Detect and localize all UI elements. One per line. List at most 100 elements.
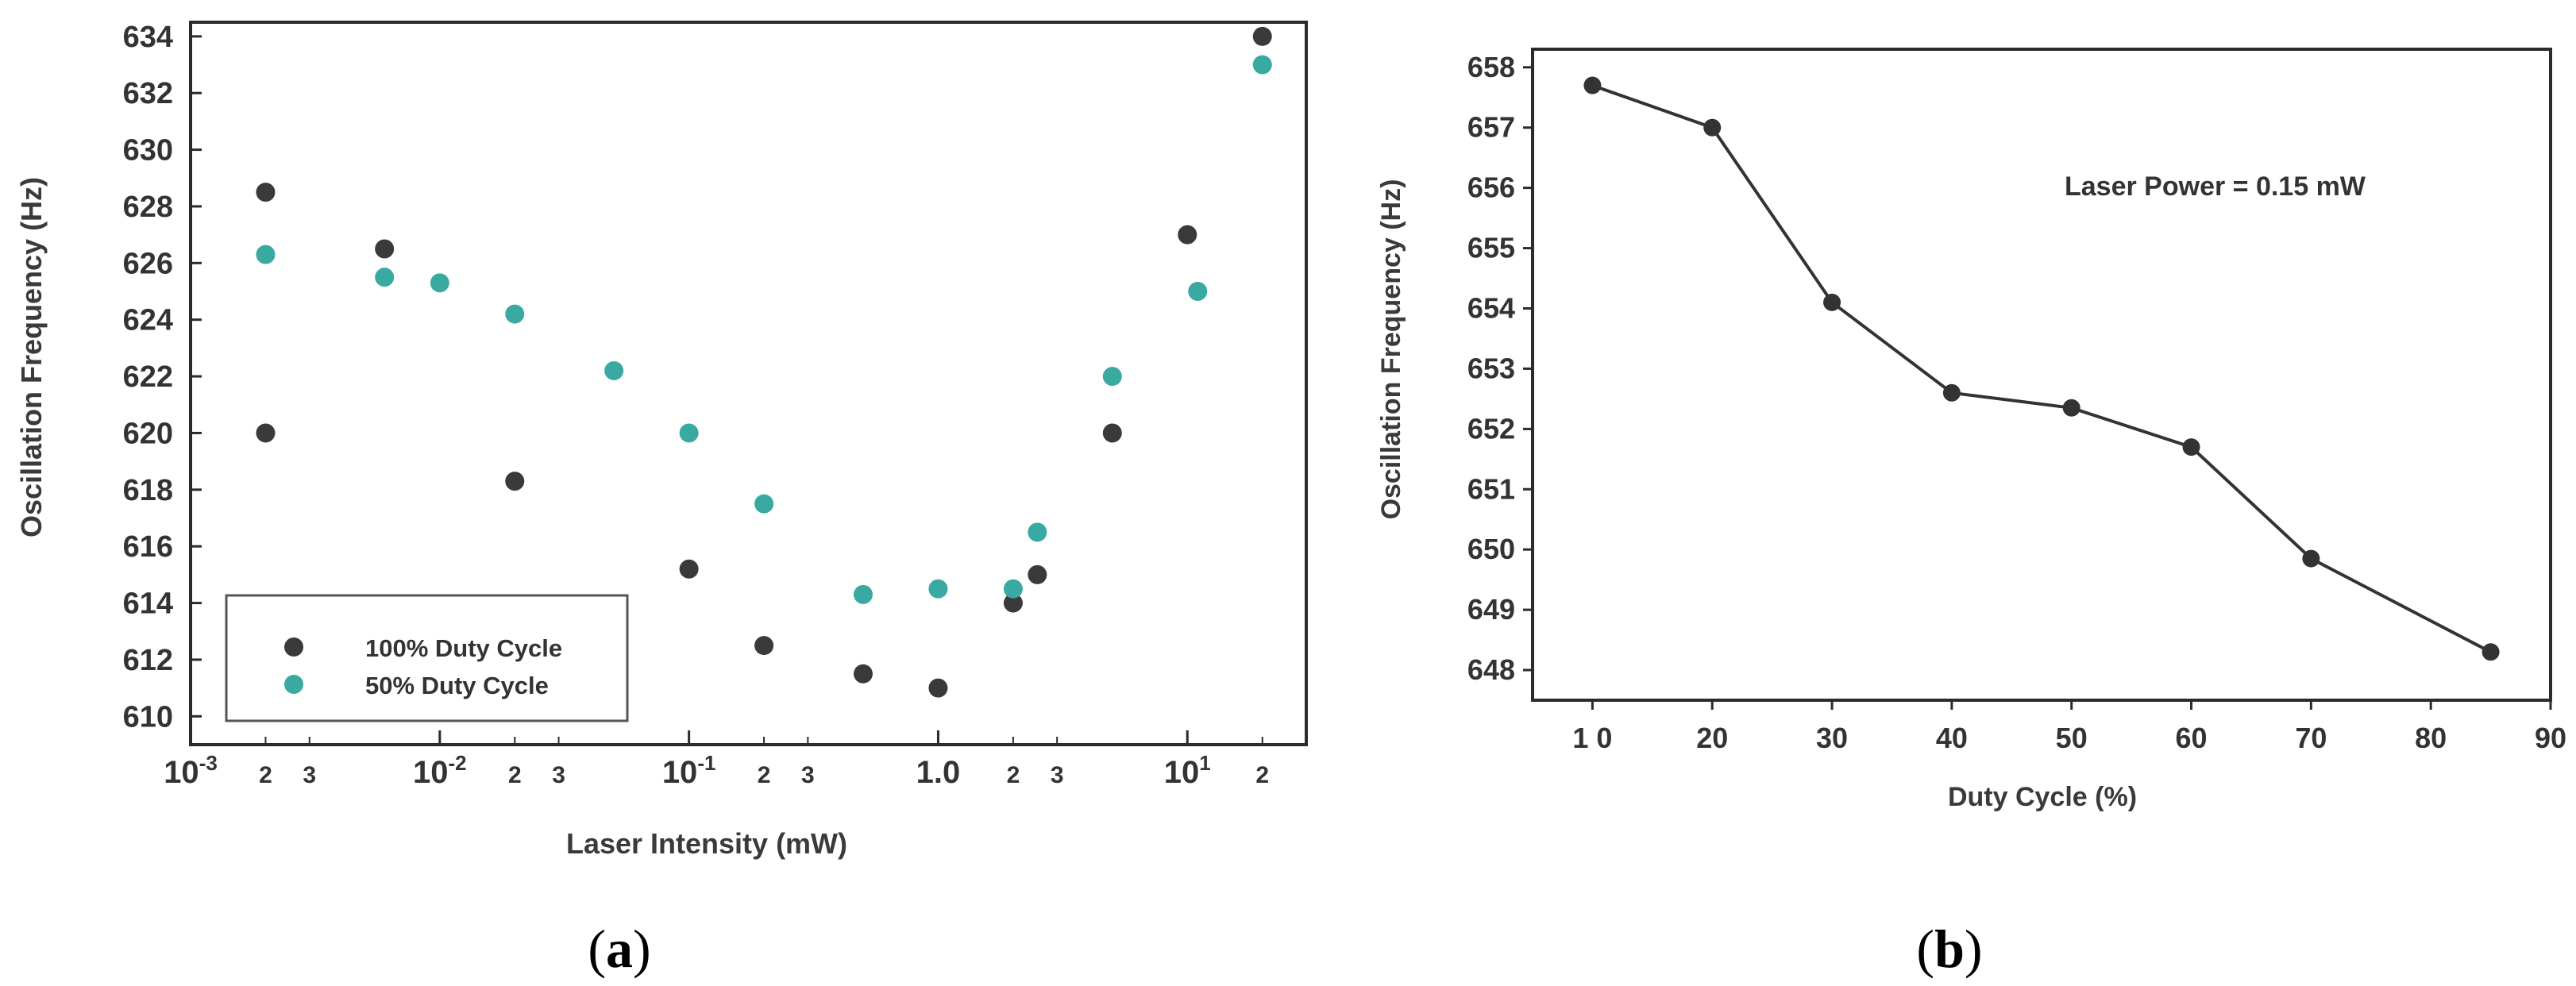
x-tick-label: 50 — [2056, 722, 2088, 754]
y-tick-label: 658 — [1467, 51, 1515, 83]
x-tick-label: 1.0 — [916, 755, 961, 790]
panel-a-y-axis-label: Oscillation Frequency (Hz) — [15, 177, 48, 537]
x-tick-label: 20 — [1696, 722, 1728, 754]
y-tick-label: 634 — [123, 21, 173, 54]
panel-b-points — [1583, 76, 2500, 661]
x-tick-label: 80 — [2415, 722, 2447, 754]
legend-label-50: 50% Duty Cycle — [365, 672, 549, 699]
panel-b-annotation: Laser Power = 0.15 mW — [2065, 171, 2366, 202]
x-tick-label: 1 0 — [1572, 722, 1612, 754]
panel-b-data-point — [1942, 383, 1961, 402]
panel-a-x-axis-label: Laser Intensity (mW) — [566, 827, 847, 860]
point-50-duty-cycle — [604, 360, 624, 380]
x-minor-tick-label: 3 — [801, 762, 815, 788]
point-100-duty-cycle — [1178, 225, 1197, 245]
x-tick-label: 90 — [2535, 722, 2566, 754]
panel-a-plot-frame — [189, 21, 1308, 746]
point-50-duty-cycle — [928, 579, 948, 599]
caption-b-letter: b — [1934, 919, 1965, 979]
x-tick-label: 30 — [1816, 722, 1848, 754]
x-minor-tick-label: 2 — [1007, 762, 1020, 788]
panel-b-x-axis-label: Duty Cycle (%) — [1948, 782, 2137, 812]
y-tick-label: 610 — [123, 700, 173, 734]
legend-label-100: 100% Duty Cycle — [365, 634, 562, 662]
x-tick-label: 70 — [2295, 722, 2327, 754]
panel-a-y-ticks: 610 612 614 616 618 620 622 624 626 628 630 632 634 — [123, 21, 202, 734]
point-100-duty-cycle — [1003, 593, 1023, 613]
y-tick-label: 655 — [1467, 232, 1515, 264]
x-tick-exponent: -3 — [199, 751, 218, 775]
y-tick-label: 656 — [1467, 171, 1515, 204]
point-50-duty-cycle — [1102, 367, 1122, 387]
panel-b-data-point — [2062, 399, 2080, 417]
point-50-duty-cycle — [430, 273, 449, 293]
point-100-duty-cycle — [256, 183, 276, 202]
point-100-duty-cycle — [1252, 26, 1272, 46]
x-tick-base: 10 — [413, 755, 449, 790]
y-tick-label: 657 — [1467, 111, 1515, 144]
panel-a-points — [256, 26, 1272, 698]
point-50-duty-cycle — [1252, 55, 1272, 75]
x-tick-exponent: -2 — [449, 751, 467, 775]
x-tick-label: 10-2 — [413, 751, 467, 790]
point-50-duty-cycle — [853, 584, 873, 604]
panel-b-caption: (b) — [1916, 919, 1982, 979]
y-tick-label: 632 — [123, 77, 173, 110]
x-tick-label: 60 — [2176, 722, 2208, 754]
panel-b-data-point — [1703, 118, 1722, 137]
point-50-duty-cycle — [754, 494, 774, 514]
y-tick-label: 616 — [123, 530, 173, 564]
point-100-duty-cycle — [1102, 423, 1122, 443]
y-tick-label: 624 — [123, 304, 173, 337]
y-tick-label: 622 — [123, 360, 173, 394]
point-50-duty-cycle — [679, 423, 699, 443]
x-minor-tick-label: 2 — [1255, 762, 1269, 788]
y-tick-label: 620 — [123, 417, 173, 450]
y-tick-label: 628 — [123, 191, 173, 224]
y-tick-label: 626 — [123, 247, 173, 280]
caption-b-open: ( — [1916, 919, 1934, 979]
legend-marker-50 — [284, 675, 303, 694]
x-tick-label: 101 — [1164, 751, 1211, 790]
y-tick-label: 649 — [1467, 593, 1515, 626]
y-tick-label: 612 — [123, 644, 173, 677]
point-100-duty-cycle — [754, 636, 774, 656]
x-tick-base: 10 — [1164, 755, 1200, 790]
y-tick-label: 618 — [123, 474, 173, 507]
x-tick-label: 10-3 — [164, 751, 218, 790]
panel-b-data-point — [1583, 76, 1602, 94]
x-tick-label: 10-1 — [662, 751, 716, 790]
y-tick-label: 650 — [1467, 533, 1515, 565]
caption-a-open: ( — [588, 919, 606, 979]
panel-b-chart: 648 649 650 651 652 653 654 655 656 657 658 1 0 20 3… — [1376, 48, 2566, 812]
caption-a-letter: a — [606, 919, 633, 979]
y-tick-label: 614 — [123, 587, 173, 621]
point-50-duty-cycle — [256, 245, 276, 264]
panel-b-series-line — [1591, 83, 2492, 654]
panel-a-caption: (a) — [588, 919, 650, 979]
x-tick-exponent: -1 — [697, 751, 715, 775]
panel-b-data-point — [2482, 643, 2500, 661]
point-100-duty-cycle — [928, 678, 948, 698]
panel-b-y-ticks: 648 649 650 651 652 653 654 655 656 657 658 — [1467, 51, 1533, 686]
panel-b-y-axis-label: Oscillation Frequency (Hz) — [1376, 179, 1406, 520]
caption-b-close: ) — [1965, 919, 1983, 979]
x-tick-label: 40 — [1936, 722, 1968, 754]
panel-b-x-ticks: 1 0 20 30 40 50 60 70 80 90 — [1572, 700, 2566, 754]
y-tick-label: 653 — [1467, 352, 1515, 384]
x-minor-tick-label: 2 — [508, 762, 522, 788]
x-minor-tick-label: 2 — [259, 762, 272, 788]
panel-b-plot-frame — [1531, 48, 2552, 702]
point-50-duty-cycle — [1003, 579, 1023, 599]
point-50-duty-cycle — [375, 268, 395, 287]
x-minor-tick-label: 2 — [758, 762, 771, 788]
point-100-duty-cycle — [679, 559, 699, 579]
caption-a-close: ) — [633, 919, 651, 979]
point-50-duty-cycle — [505, 304, 525, 324]
x-minor-tick-label: 3 — [303, 762, 316, 788]
panel-b-data-point — [2302, 549, 2320, 568]
point-100-duty-cycle — [375, 239, 395, 259]
panel-a-legend-box — [225, 594, 629, 722]
